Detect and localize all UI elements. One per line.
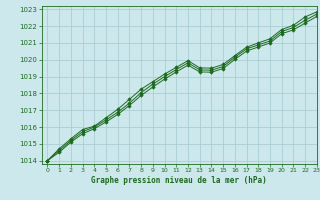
X-axis label: Graphe pression niveau de la mer (hPa): Graphe pression niveau de la mer (hPa) (91, 176, 267, 185)
